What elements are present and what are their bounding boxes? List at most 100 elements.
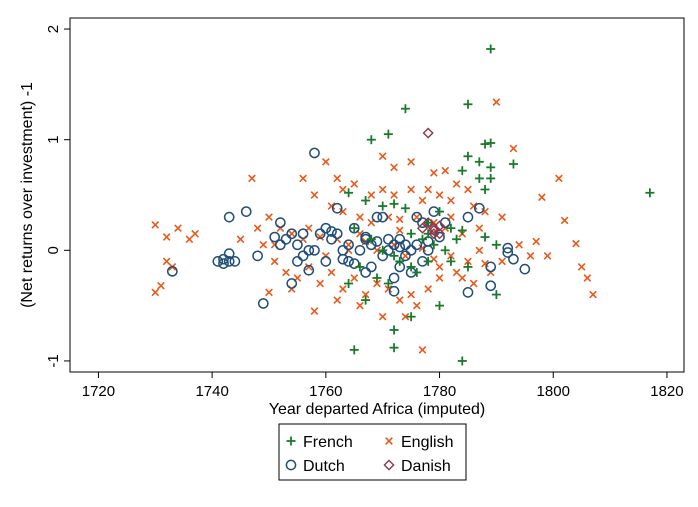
english-point — [469, 202, 478, 210]
english-point — [253, 224, 262, 233]
english-point — [498, 257, 506, 266]
english-point — [481, 207, 489, 216]
french-point — [366, 234, 376, 244]
dutch-point — [292, 239, 303, 251]
french-point — [463, 99, 473, 109]
dutch-point — [223, 211, 235, 223]
y-axis-title: (Net returns over investment) -1 — [19, 82, 36, 308]
french-point — [361, 196, 371, 206]
english-point — [384, 285, 393, 293]
english-point — [350, 274, 359, 282]
dutch-point — [223, 248, 235, 259]
dutch-point — [462, 211, 474, 223]
english-point — [407, 290, 415, 299]
french-point — [389, 251, 399, 261]
danish-point — [428, 224, 440, 236]
dutch-point — [405, 244, 417, 256]
french-point — [474, 173, 484, 183]
y-tick-label: 1 — [45, 136, 62, 144]
dutch-point — [411, 239, 423, 251]
english-point — [316, 279, 325, 288]
english-point — [287, 285, 296, 293]
french-point — [491, 290, 501, 300]
dutch-point — [388, 272, 400, 284]
dutch-point — [502, 242, 514, 254]
english-point — [162, 233, 171, 241]
english-point — [435, 263, 444, 271]
french-point — [452, 234, 462, 244]
dutch-point — [280, 233, 292, 245]
english-point — [191, 229, 199, 238]
english-point — [236, 235, 245, 244]
french-point — [417, 234, 427, 244]
english-point — [526, 251, 535, 260]
series-danish — [416, 127, 446, 240]
english-point — [367, 191, 376, 199]
series-french — [344, 44, 655, 366]
legend-item-dutch: Dutch — [285, 458, 345, 475]
plot-area — [69, 17, 685, 373]
french-point — [372, 273, 382, 283]
dutch-point — [473, 202, 485, 214]
english-point — [412, 301, 421, 310]
french-point — [383, 279, 393, 288]
dutch-point — [309, 147, 320, 159]
english-point — [333, 296, 342, 304]
legend-item-french: French — [286, 434, 353, 451]
english-point — [509, 144, 518, 153]
dutch-point — [252, 250, 263, 262]
dutch-point — [383, 233, 394, 245]
danish-point — [428, 222, 440, 234]
french-point — [457, 166, 467, 176]
french-point — [383, 129, 393, 139]
french-point — [480, 232, 490, 242]
english-point — [390, 163, 398, 172]
danish-point — [422, 127, 434, 139]
english-point — [464, 185, 472, 194]
y-tick-label: 0 — [45, 246, 62, 254]
english-point — [378, 185, 387, 194]
x-tick-label: 1820 — [650, 383, 683, 400]
english-point — [339, 207, 347, 216]
english-point — [452, 180, 461, 188]
english-point — [418, 346, 427, 354]
french-point — [480, 139, 490, 149]
english-point — [339, 285, 347, 293]
dutch-point — [508, 253, 519, 265]
english-point — [333, 174, 342, 183]
french-point — [457, 225, 467, 235]
french-point — [463, 151, 473, 161]
english-point — [560, 216, 569, 225]
english-point — [475, 224, 484, 233]
english-point — [299, 174, 307, 183]
dutch-point — [331, 202, 343, 214]
dutch-point — [377, 211, 389, 223]
dutch-point — [297, 250, 309, 262]
dutch-point — [320, 256, 332, 267]
english-point — [481, 259, 489, 268]
french-point — [446, 223, 456, 233]
french-point — [645, 188, 655, 198]
dutch-point — [400, 239, 411, 251]
english-point — [498, 213, 506, 221]
legend-box — [278, 423, 467, 481]
x-tick-label: 1720 — [82, 383, 115, 400]
dutch-point — [331, 228, 343, 240]
french-point — [395, 256, 405, 266]
english-point — [265, 288, 273, 297]
dutch-point — [297, 228, 309, 240]
dutch-point — [166, 265, 178, 277]
english-point — [162, 257, 171, 266]
french-point — [389, 343, 399, 353]
dutch-point — [240, 206, 252, 217]
dutch-point — [348, 222, 360, 234]
dutch-point — [365, 261, 377, 273]
french-point — [412, 267, 422, 277]
dutch-point — [223, 256, 235, 267]
dutch-point — [371, 211, 383, 223]
x-tick-label: 1780 — [423, 383, 456, 400]
english-point — [395, 296, 404, 304]
english-point — [151, 221, 160, 229]
dutch-point — [360, 267, 371, 278]
